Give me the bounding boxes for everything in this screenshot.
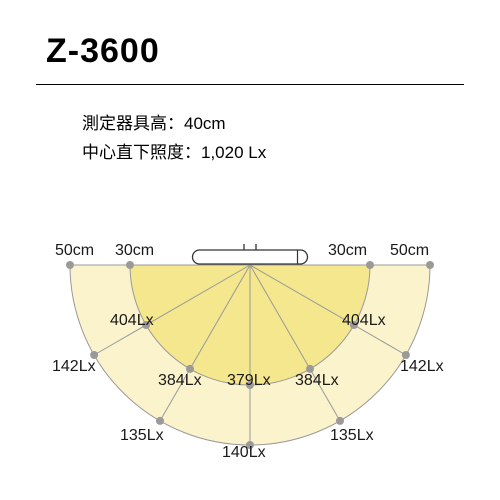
- inner-lux-0: 404Lx: [110, 312, 154, 330]
- outer-lux-0: 142Lx: [52, 358, 96, 376]
- distance-label-0: 50cm: [55, 242, 94, 260]
- distance-label-2: 30cm: [328, 242, 367, 260]
- outer-lux-2: 140Lx: [222, 444, 266, 462]
- outer-lux-3: 135Lx: [330, 427, 374, 445]
- inner-lux-1: 384Lx: [158, 372, 202, 390]
- distance-label-3: 50cm: [390, 242, 429, 260]
- inner-lux-2: 379Lx: [227, 372, 271, 390]
- inner-lux-4: 404Lx: [342, 312, 386, 330]
- distance-label-1: 30cm: [115, 242, 154, 260]
- outer-lux-1: 135Lx: [120, 427, 164, 445]
- inner-lux-3: 384Lx: [295, 372, 339, 390]
- outer-lux-4: 142Lx: [400, 358, 444, 376]
